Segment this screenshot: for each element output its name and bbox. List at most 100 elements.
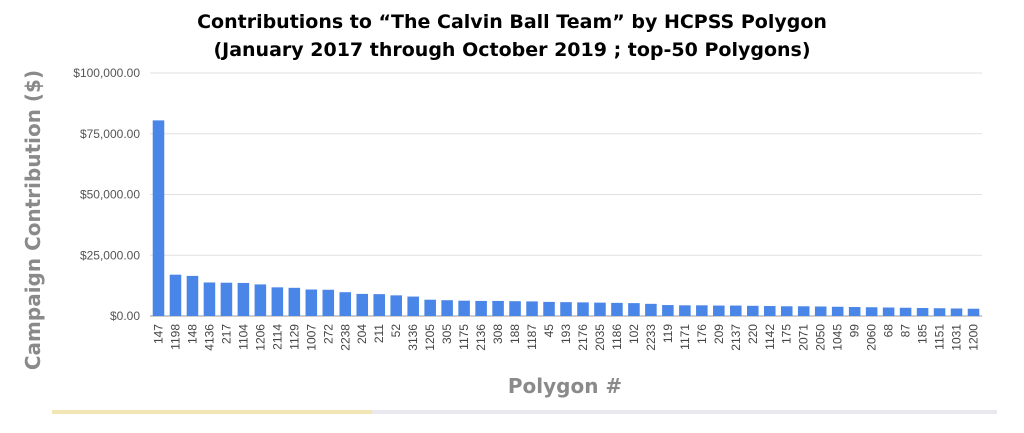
x-tick-label: 2050: [814, 324, 828, 351]
y-tick-label: $0.00: [110, 309, 140, 323]
x-tick-label: 102: [627, 324, 641, 344]
bar: [237, 282, 250, 316]
bar: [169, 274, 182, 316]
x-tick-label: 2238: [338, 324, 352, 351]
x-tick-label: 1104: [236, 324, 250, 350]
x-tick-label: 1171: [678, 324, 692, 350]
x-tick-label: 1205: [423, 324, 437, 351]
bar: [441, 300, 453, 316]
bars: [152, 120, 980, 316]
x-tick-label: 45: [542, 324, 556, 338]
x-tick-label: 1151: [933, 324, 947, 350]
bar: [594, 302, 606, 316]
bar: [933, 308, 946, 316]
bar: [186, 275, 199, 316]
y-tick-label: $50,000.00: [80, 188, 140, 202]
x-tick-label: 1142: [763, 324, 777, 350]
bar: [696, 305, 708, 316]
bar: [339, 292, 352, 316]
bar: [763, 306, 776, 316]
bar: [831, 306, 844, 316]
x-tick-label: 147: [151, 324, 165, 344]
x-tick-label: 1007: [304, 324, 318, 351]
x-tick-label: 2114: [270, 324, 284, 350]
bar: [730, 305, 742, 316]
x-tick-label: 185: [916, 324, 930, 344]
x-tick-label: 217: [219, 324, 233, 344]
bar: [916, 307, 929, 316]
x-tick-label: 176: [695, 324, 709, 344]
x-tick-label: 305: [440, 324, 454, 344]
x-tick-label: 3136: [406, 324, 420, 351]
bar: [152, 120, 165, 316]
x-tick-label: 308: [491, 324, 505, 344]
x-tick-label: 1187: [525, 324, 539, 350]
x-tick-label: 99: [848, 324, 862, 338]
x-tick-label: 148: [185, 324, 199, 344]
y-tick-label: $100,000.00: [73, 66, 140, 80]
bar: [780, 306, 793, 316]
bar: [577, 302, 589, 316]
y-tick-label: $75,000.00: [80, 127, 140, 141]
bar: [203, 282, 216, 316]
bar: [492, 300, 504, 316]
x-tick-label: 68: [882, 324, 896, 338]
bar: [373, 294, 385, 316]
bar: [814, 306, 827, 316]
x-tick-label: 1206: [253, 324, 267, 351]
bar: [865, 307, 878, 316]
bar: [543, 301, 555, 316]
bar: [305, 289, 318, 316]
x-tick-label: 193: [559, 324, 573, 344]
x-tick-label: 1175: [457, 324, 471, 350]
bar: [662, 305, 674, 316]
bar: [611, 302, 623, 316]
x-tick-label: 1186: [610, 324, 624, 350]
bar: [628, 303, 640, 316]
bar: [356, 293, 369, 316]
x-tick-label: 220: [746, 324, 760, 344]
x-tick-label: 272: [321, 324, 335, 344]
bar: [220, 282, 233, 316]
x-tick-label: 211: [372, 324, 386, 343]
x-tick-label: 4136: [202, 324, 216, 351]
y-axis-ticks: $0.00 $25,000.00 $50,000.00 $75,000.00 $100,…: [73, 66, 140, 323]
bar: [390, 295, 402, 316]
x-tick-label: 2233: [644, 324, 658, 351]
y-axis-title: Campaign Contribution ($): [21, 70, 45, 370]
x-tick-label: 119: [661, 324, 675, 343]
bottom-divider: [52, 410, 997, 414]
x-tick-label: 2176: [576, 324, 590, 351]
bar: [475, 300, 487, 316]
y-tick-label: $25,000.00: [80, 248, 140, 262]
bottom-divider-highlight: [52, 410, 372, 414]
bar: [882, 307, 895, 316]
x-tick-label: 87: [899, 324, 913, 338]
bar: [848, 307, 861, 316]
bar: [407, 296, 419, 316]
x-tick-label: 2137: [729, 324, 743, 351]
bar: [679, 305, 691, 316]
x-tick-label: 1198: [168, 324, 182, 350]
x-axis-ticks: 147 1198 148 4136 217 1104 1206 2114 1129 1007 272…: [151, 324, 980, 351]
chart-title: Contributions to “The Calvin Ball Team” …: [197, 11, 827, 33]
x-tick-label: 1045: [831, 324, 845, 351]
x-tick-label: 2136: [474, 324, 488, 351]
bar: [509, 301, 521, 316]
bar: [424, 299, 436, 316]
gridlines: [150, 72, 982, 317]
x-tick-label: 1200: [967, 324, 981, 351]
bar: [747, 305, 759, 316]
bar: [645, 303, 657, 316]
bar: [713, 305, 725, 316]
bar: [458, 300, 470, 316]
bar: [560, 302, 572, 316]
bar: [288, 287, 301, 316]
x-tick-label: 204: [355, 324, 369, 344]
x-tick-label: 1031: [950, 324, 964, 351]
chart-title-block: Contributions to “The Calvin Ball Team” …: [0, 8, 1024, 64]
x-tick-label: 2071: [797, 324, 811, 351]
bar: [271, 287, 284, 316]
bar: [526, 301, 538, 316]
